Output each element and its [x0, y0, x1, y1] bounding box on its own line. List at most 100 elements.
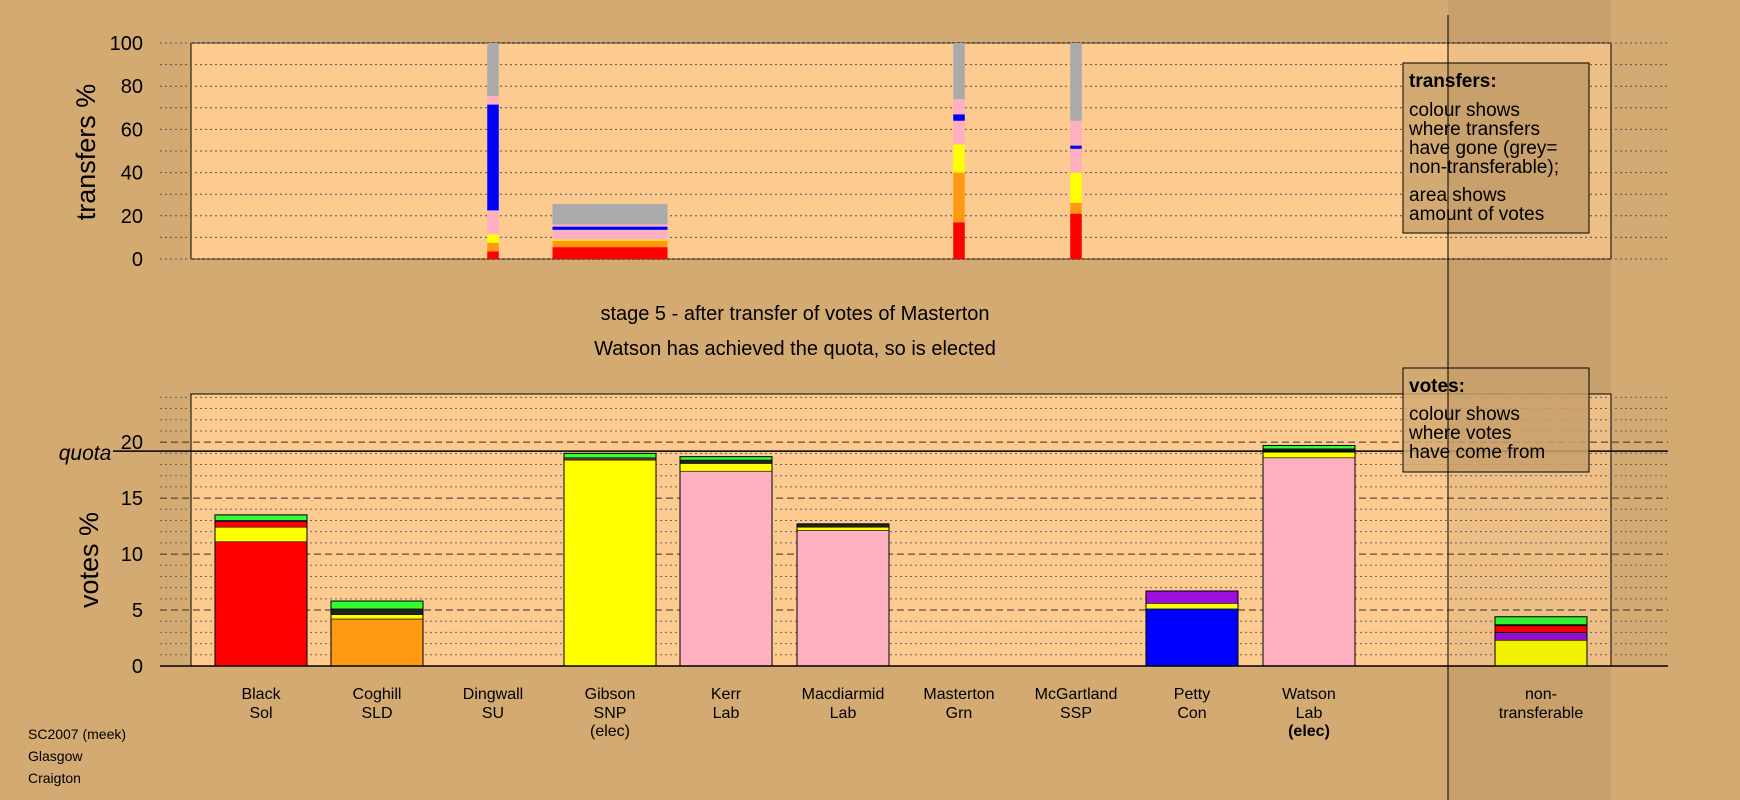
candidate-status: (elec)	[590, 723, 630, 740]
vote-segment	[214, 526, 308, 543]
transfers-legend-line: where transfers	[1408, 119, 1540, 140]
vote-segment	[563, 459, 657, 667]
vote-segment	[1145, 590, 1239, 604]
transfers-y-ticks: 0 20 40 60 80 100	[110, 33, 143, 271]
vote-segment	[1262, 457, 1356, 667]
transfer-segment	[1070, 202, 1082, 214]
footer-council: Glasgow	[28, 748, 83, 764]
candidate-party: SSP	[1060, 705, 1092, 722]
transfer-segment	[1070, 213, 1082, 259]
vote-segment	[796, 526, 890, 531]
candidate-party: transferable	[1499, 705, 1584, 722]
candidate-status: (elec)	[1288, 723, 1330, 740]
transfers-y-tick-label: 80	[121, 76, 143, 98]
votes-y-axis-label: votes %	[74, 512, 104, 608]
transfer-segment	[953, 144, 965, 173]
transfer-segment	[1070, 120, 1082, 146]
transfer-segment	[487, 95, 499, 105]
transfers-legend-line: amount of votes	[1409, 204, 1544, 225]
votes-legend-line: colour shows	[1409, 404, 1520, 425]
candidate-name: Watson	[1282, 686, 1336, 703]
votes-grid	[160, 396, 1668, 656]
vote-segment	[330, 608, 424, 615]
transfer-segment	[552, 203, 668, 225]
transfer-segment	[953, 172, 965, 223]
vote-segment	[1145, 608, 1239, 667]
votes-plot-area	[190, 393, 1612, 667]
vote-segment	[330, 618, 424, 667]
transfer-segment	[1070, 43, 1082, 121]
vote-segment	[214, 521, 308, 528]
transfer-segment	[953, 114, 965, 121]
transfer-segment	[552, 247, 668, 259]
transfer-segment	[953, 99, 965, 115]
votes-y-tick-label: 10	[121, 544, 143, 566]
votes-legend: votes: colour shows where votes have com…	[1402, 367, 1590, 473]
vote-segment	[796, 530, 890, 667]
transfers-y-tick-label: 40	[121, 163, 143, 185]
transfer-segment	[953, 43, 965, 100]
transfers-legend: transfers: colour shows where transfers …	[1402, 62, 1590, 234]
vote-segment	[330, 614, 424, 620]
votes-legend-line: have come from	[1409, 442, 1545, 463]
votes-legend-box	[1402, 367, 1590, 473]
candidate-name: non-	[1525, 686, 1557, 703]
vote-segment	[679, 456, 773, 461]
candidate-party: SU	[482, 705, 504, 722]
votes-y-tick-label: 5	[132, 600, 143, 622]
transfer-segment	[552, 239, 668, 241]
votes-bars	[113, 444, 1668, 667]
footer-election: SC2007 (meek)	[28, 726, 126, 742]
vote-segment	[563, 453, 657, 459]
transfers-legend-box	[1402, 62, 1590, 234]
vote-segment	[1262, 451, 1356, 459]
candidate-name: Kerr	[711, 686, 742, 703]
votes-legend-line: where votes	[1408, 423, 1511, 444]
transfer-segment	[487, 210, 499, 235]
candidate-party: Con	[1177, 705, 1206, 722]
vote-segment	[679, 470, 773, 667]
elected-note: Watson has achieved the quota, so is ele…	[594, 338, 996, 360]
candidate-name: Petty	[1174, 686, 1210, 703]
quota-label: quota	[59, 442, 112, 465]
vote-segment	[679, 463, 773, 472]
transfers-bars	[487, 43, 1082, 259]
transfer-segment	[487, 242, 499, 252]
candidate-party: Lab	[1296, 705, 1323, 722]
candidate-name: Gibson	[585, 686, 636, 703]
votes-legend-title: votes:	[1409, 376, 1465, 397]
vote-segment	[330, 600, 424, 610]
transfer-segment	[1070, 145, 1082, 149]
candidate-name: Black	[241, 686, 281, 703]
transfer-segment	[487, 251, 499, 259]
transfers-y-axis-label: transfers %	[71, 84, 101, 221]
transfers-panel: 0 20 40 60 80 100 transfers %	[71, 33, 1668, 271]
transfer-segment	[1070, 172, 1082, 203]
transfer-segment	[487, 234, 499, 243]
vote-segment	[214, 514, 308, 521]
transfer-segment	[552, 226, 668, 230]
votes-y-tick-label: 15	[121, 488, 143, 510]
transfer-segment	[1070, 148, 1082, 173]
candidate-name: Coghill	[353, 686, 402, 703]
transfers-y-tick-label: 60	[121, 119, 143, 141]
candidate-party: Lab	[713, 705, 740, 722]
candidate-party: Sol	[249, 705, 272, 722]
transfer-segment	[552, 224, 668, 227]
vote-segment	[214, 541, 308, 667]
vote-segment	[1262, 445, 1356, 450]
candidate-party: SLD	[361, 705, 392, 722]
votes-y-tick-label: 20	[121, 432, 143, 454]
nontransferable-shade	[1448, 0, 1611, 800]
transfers-legend-line: area shows	[1409, 185, 1506, 206]
candidate-labels: BlackSolCoghillSLDDingwallSUGibsonSNP(el…	[241, 686, 1583, 740]
candidate-name: Macdiarmid	[802, 686, 885, 703]
candidate-name: Dingwall	[463, 686, 523, 703]
candidate-name: Masterton	[923, 686, 994, 703]
footer-ward: Craigton	[28, 770, 81, 786]
transfer-segment	[487, 43, 499, 96]
candidate-party: Grn	[946, 705, 973, 722]
transfers-y-tick-label: 100	[110, 33, 143, 55]
votes-y-ticks: 0 5 10 15 20	[121, 432, 143, 678]
